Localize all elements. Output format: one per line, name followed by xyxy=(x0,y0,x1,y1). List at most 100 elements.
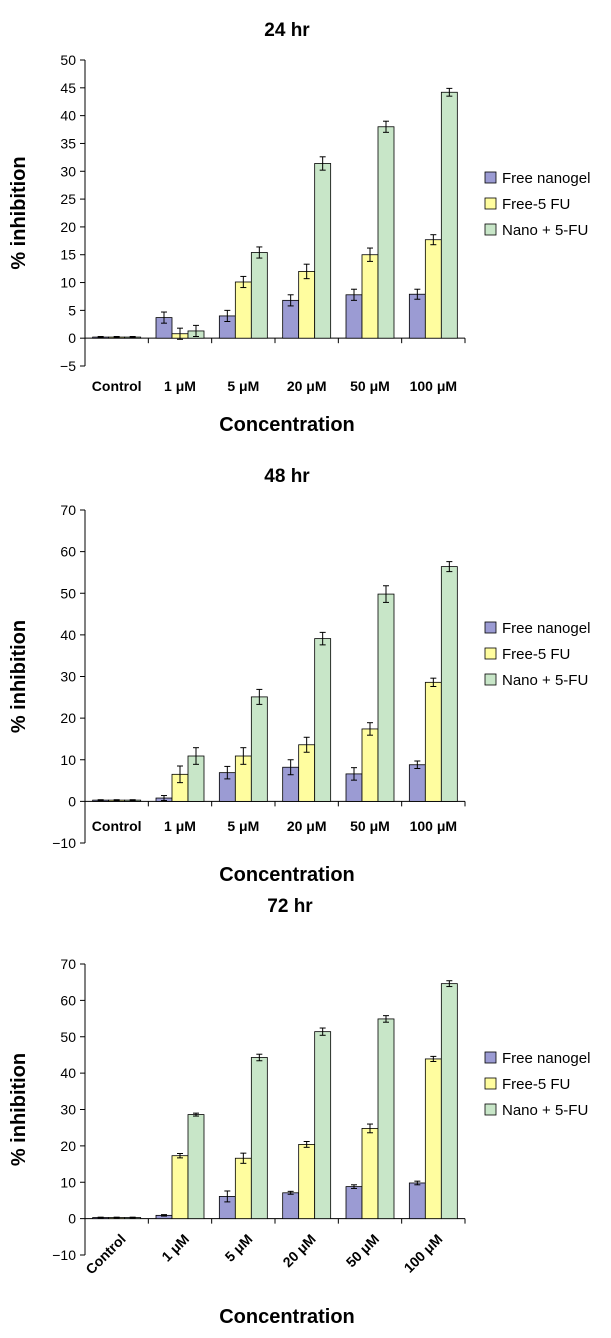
y-tick-label: 60 xyxy=(60,992,76,1008)
legend-label: Nano + 5-FU xyxy=(502,1102,588,1119)
bar xyxy=(408,293,426,339)
y-tick-label: −10 xyxy=(52,835,76,851)
bar xyxy=(234,281,252,339)
y-axis-label: % inhibition xyxy=(8,1053,30,1166)
y-tick-label: 30 xyxy=(60,1102,76,1118)
x-tick-label: 20 μM xyxy=(287,818,327,834)
legend-swatch xyxy=(484,223,497,236)
y-tick-label: 5 xyxy=(68,302,76,318)
y-tick-label: 45 xyxy=(60,80,76,96)
legend-label: Free nanogel xyxy=(502,620,590,637)
x-tick-label: 100 μM xyxy=(401,1231,446,1276)
y-tick-label: 50 xyxy=(60,52,76,68)
bar xyxy=(314,163,332,339)
bar xyxy=(424,1058,442,1220)
legend-label: Free-5 FU xyxy=(502,196,570,213)
x-tick-label: Control xyxy=(92,378,142,394)
x-tick-label: 1 μM xyxy=(158,1231,192,1265)
chart-72hr-title: 72 hr xyxy=(267,896,313,917)
y-tick-label: 70 xyxy=(60,502,76,518)
x-axis-label: Concentration xyxy=(219,414,355,436)
bar xyxy=(440,566,458,802)
bar xyxy=(314,638,332,802)
x-tick-label: 20 μM xyxy=(287,378,327,394)
bar xyxy=(250,1057,268,1220)
bar xyxy=(234,1157,252,1220)
x-tick-label: 1 μM xyxy=(164,818,196,834)
legend-label: Nano + 5-FU xyxy=(502,222,588,239)
bar xyxy=(377,1018,395,1220)
y-tick-label: 10 xyxy=(60,752,76,768)
y-tick-label: −5 xyxy=(60,358,76,374)
legend-swatch xyxy=(484,621,497,634)
legend-swatch xyxy=(484,1103,497,1116)
bar xyxy=(282,1192,300,1220)
bar xyxy=(361,728,379,802)
legend-swatch xyxy=(484,673,497,686)
y-tick-label: 15 xyxy=(60,247,76,263)
bar xyxy=(250,252,268,339)
legend-swatch xyxy=(484,171,497,184)
x-tick-label: 50 μM xyxy=(350,818,390,834)
legend: Free nanogel Free-5 FU Nano + 5-FU xyxy=(484,170,590,239)
x-axis-label: Concentration xyxy=(219,864,355,886)
y-tick-label: 60 xyxy=(60,544,76,560)
legend-label: Free nanogel xyxy=(502,1050,590,1067)
x-tick-label: 100 μM xyxy=(410,378,457,394)
y-tick-label: 30 xyxy=(60,669,76,685)
x-tick-label: 5 μM xyxy=(227,818,259,834)
bar xyxy=(314,1031,332,1220)
bar xyxy=(377,593,395,802)
legend-label: Free-5 FU xyxy=(502,646,570,663)
y-tick-label: 40 xyxy=(60,1065,76,1081)
y-axis-label: % inhibition xyxy=(8,620,30,733)
legend-label: Free-5 FU xyxy=(502,1076,570,1093)
x-tick-label: 5 μM xyxy=(227,378,259,394)
x-tick-label: Control xyxy=(82,1231,129,1278)
y-axis-label: % inhibition xyxy=(8,156,30,269)
bar xyxy=(408,764,426,802)
bar xyxy=(424,239,442,339)
legend: Free nanogel Free-5 FU Nano + 5-FU xyxy=(484,620,590,689)
bar xyxy=(408,1182,426,1220)
chart-24hr: 24 hr −5 0 5 10 15 20 25 30 35 40 45 50 Control 1 μM 5 … xyxy=(8,20,590,436)
bar xyxy=(298,1144,316,1220)
y-tick-label: 25 xyxy=(60,191,76,207)
bar xyxy=(440,983,458,1220)
y-tick-label: 35 xyxy=(60,135,76,151)
legend-swatch xyxy=(484,197,497,210)
legend-label: Nano + 5-FU xyxy=(502,672,588,689)
x-tick-label: 50 μM xyxy=(343,1231,382,1270)
bar xyxy=(187,1114,205,1220)
y-tick-label: 0 xyxy=(68,1211,76,1227)
y-tick-label: 50 xyxy=(60,585,76,601)
x-axis-label: Concentration xyxy=(219,1306,355,1328)
y-tick-label: 20 xyxy=(60,219,76,235)
x-tick-label: 100 μM xyxy=(410,818,457,834)
y-tick-label: 20 xyxy=(60,710,76,726)
legend-label: Free nanogel xyxy=(502,170,590,187)
bar xyxy=(298,271,316,339)
bar xyxy=(171,1155,189,1220)
legend: Free nanogel Free-5 FU Nano + 5-FU xyxy=(484,1050,590,1119)
y-tick-label: 0 xyxy=(68,793,76,809)
bar xyxy=(361,1128,379,1220)
x-tick-label: 20 μM xyxy=(279,1231,318,1270)
chart-48hr: 48 hr −10 0 10 20 30 40 50 60 70 Control 1 μM 5 μM 20… xyxy=(8,466,590,886)
y-tick-label: 10 xyxy=(60,275,76,291)
x-tick-label: 1 μM xyxy=(164,378,196,394)
x-tick-label: 5 μM xyxy=(222,1231,256,1265)
chart-title: 24 hr xyxy=(264,20,310,41)
y-tick-label: 30 xyxy=(60,163,76,179)
bar xyxy=(345,294,363,339)
legend-swatch xyxy=(484,1051,497,1064)
y-tick-label: 40 xyxy=(60,108,76,124)
bar xyxy=(440,91,458,339)
bar xyxy=(377,126,395,339)
bar xyxy=(345,1186,363,1220)
legend-swatch xyxy=(484,647,497,660)
bar xyxy=(298,744,316,802)
chart-72hr: −10 0 10 20 30 40 50 60 70 Control 1 μM 5 μM 20 μM 50… xyxy=(8,956,590,1328)
y-tick-label: 40 xyxy=(60,627,76,643)
